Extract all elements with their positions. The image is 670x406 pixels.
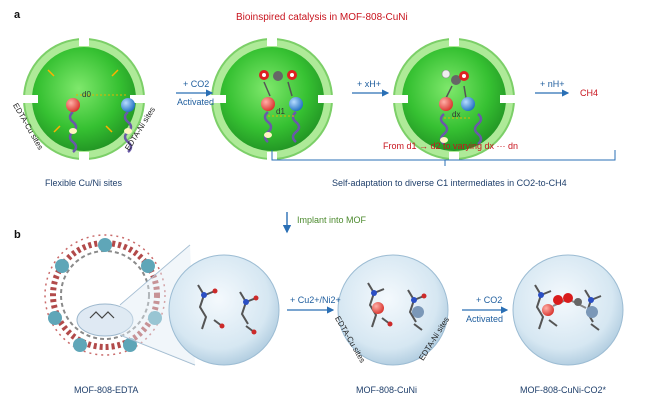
d0-label: d0 bbox=[82, 90, 91, 99]
dx-label: dx bbox=[452, 110, 461, 119]
caption-mof-808-edta: MOF-808-EDTA bbox=[74, 385, 139, 395]
range-text: From d1 → d2 to varying dx ··· dn bbox=[383, 141, 519, 151]
panel-a-title: Bioinspired catalysis in MOF-808-CuNi bbox=[236, 12, 408, 23]
zoom-cone bbox=[119, 244, 196, 366]
panel-a-label: a bbox=[14, 9, 21, 21]
caption-self-adaptation: Self-adaptation to diverse C1 intermedia… bbox=[332, 178, 567, 188]
caption-mof-808-cuni: MOF-808-CuNi bbox=[356, 385, 418, 395]
panel-b-label: b bbox=[14, 229, 21, 241]
d1-label: d1 bbox=[276, 107, 285, 116]
step-b1: + Cu2+/Ni2+ bbox=[290, 295, 341, 305]
step-b2-bottom: Activated bbox=[466, 314, 504, 324]
caption-flexible: Flexible Cu/Ni sites bbox=[45, 178, 123, 188]
step1-top: + CO2 bbox=[183, 79, 210, 89]
implant-label: Implant into MOF bbox=[297, 215, 367, 225]
step2: + xH+ bbox=[357, 79, 382, 89]
cage-2 bbox=[210, 36, 334, 162]
cage-3 bbox=[392, 36, 516, 162]
product-label: CH4 bbox=[580, 88, 599, 98]
step1-bottom: Activated bbox=[177, 97, 215, 107]
bubble-3 bbox=[512, 254, 624, 366]
mof-framework bbox=[44, 234, 166, 356]
bubble-1 bbox=[168, 254, 280, 366]
step3: + nH+ bbox=[540, 79, 565, 89]
bubble-2 bbox=[337, 254, 449, 366]
step-b2-top: + CO2 bbox=[476, 295, 503, 305]
caption-mof-808-cuni-co2: MOF-808-CuNi-CO2* bbox=[520, 385, 607, 395]
bracket bbox=[271, 150, 616, 166]
cage-1 bbox=[22, 36, 146, 162]
